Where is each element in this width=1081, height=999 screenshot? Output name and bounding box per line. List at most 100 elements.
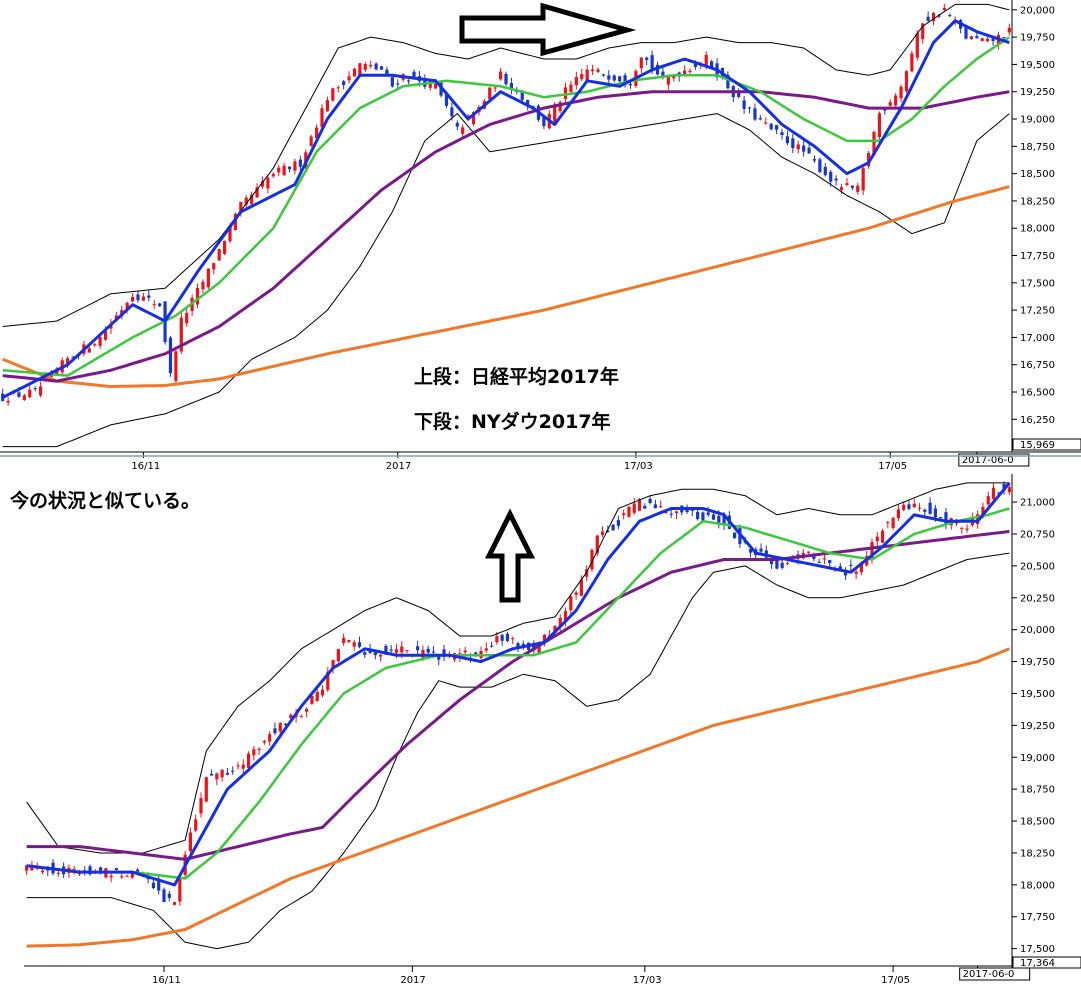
candle-up	[130, 871, 134, 878]
candle-up	[305, 708, 309, 712]
candle-up	[206, 268, 210, 288]
y-tick-label: 18,750	[1020, 785, 1055, 796]
candle-up	[875, 536, 879, 542]
candle-down	[964, 26, 968, 39]
candle-down	[396, 83, 400, 85]
candle-up	[856, 185, 860, 192]
x-tick-label: 16/11	[152, 975, 181, 986]
candle-down	[283, 723, 288, 725]
candle-down	[991, 38, 995, 42]
candle-up	[239, 201, 243, 213]
candle-down	[944, 512, 948, 526]
candle-up	[172, 902, 177, 905]
candle-up	[212, 263, 216, 270]
candle-up	[363, 64, 367, 70]
candle-down	[653, 504, 657, 509]
candle-down	[710, 61, 714, 69]
candle-up	[986, 496, 990, 505]
candle-down	[385, 69, 389, 75]
candle-down	[509, 83, 514, 90]
candle-down	[828, 560, 832, 564]
candle-down	[753, 108, 757, 120]
candle-down	[758, 118, 762, 120]
candle-up	[891, 517, 895, 528]
bollinger-upper-line	[26, 482, 1010, 854]
candle-down	[883, 108, 887, 111]
candle-up	[666, 76, 670, 85]
candle-down	[374, 63, 378, 70]
y-tick-label: 19,250	[1020, 721, 1055, 732]
candle-up	[204, 777, 208, 802]
y-tick-label: 19,500	[1020, 689, 1055, 700]
candle-up	[282, 165, 286, 176]
candle-up	[336, 87, 340, 89]
candle-down	[412, 71, 416, 77]
candle-down	[612, 75, 616, 81]
candle-up	[704, 54, 708, 65]
candle-up	[764, 122, 768, 124]
x-tick-label: 2017-06-0	[962, 455, 1014, 466]
candle-down	[923, 509, 927, 512]
y-tick-label: 16,250	[1020, 415, 1055, 426]
candle-down	[444, 93, 449, 106]
candle-up	[585, 69, 589, 81]
candle-down	[606, 530, 610, 532]
candle-up	[969, 36, 974, 39]
candle-down	[147, 295, 151, 298]
candle-up	[352, 68, 357, 77]
candle-up	[511, 638, 515, 640]
candle-up	[178, 877, 182, 902]
candle-down	[939, 517, 943, 519]
x-tick-label: 17/03	[633, 975, 662, 986]
candle-down	[136, 294, 140, 301]
candle-up	[579, 579, 584, 596]
candle-down	[33, 388, 37, 390]
candle-up	[822, 558, 827, 560]
candle-down	[505, 633, 510, 641]
candle-down	[742, 100, 746, 109]
candle-up	[595, 535, 599, 554]
comment-label: 今の状況と似ている。	[9, 489, 200, 512]
candle-down	[287, 166, 292, 170]
candle-up	[463, 650, 467, 653]
candle-down	[907, 504, 911, 509]
candle-down	[770, 560, 774, 565]
candle-up	[185, 312, 189, 324]
candle-down	[722, 515, 726, 525]
x-tick-label: 2017-06-0	[963, 969, 1015, 980]
candle-up	[347, 640, 351, 642]
candle-up	[639, 57, 643, 69]
candle-down	[685, 508, 689, 512]
candle-up	[854, 571, 858, 574]
candle-down	[526, 99, 530, 107]
candle-up	[931, 12, 936, 22]
candle-up	[921, 23, 925, 39]
candle-up	[574, 592, 578, 595]
candle-up	[125, 302, 129, 310]
candle-up	[942, 8, 946, 11]
candle-up	[277, 167, 281, 173]
up-arrow-icon	[484, 508, 536, 603]
candle-up	[352, 642, 356, 647]
candle-up	[195, 287, 200, 305]
candle-up	[861, 168, 865, 191]
candle-up	[228, 226, 232, 242]
candle-down	[838, 566, 842, 570]
candle-up	[342, 637, 346, 644]
candle-down	[926, 16, 930, 21]
candle-up	[394, 649, 399, 653]
candle-up	[870, 542, 874, 560]
y-tick-label: 17,250	[1020, 306, 1055, 317]
candle-up	[886, 522, 890, 524]
candle-down	[342, 81, 346, 86]
candle-down	[791, 138, 795, 149]
candle-up	[141, 296, 146, 301]
candle-up	[174, 351, 178, 381]
y-tick-label: 20,500	[1020, 561, 1055, 572]
candle-up	[563, 87, 568, 99]
candle-up	[461, 127, 465, 134]
candle-down	[532, 643, 536, 651]
candle-down	[363, 652, 367, 655]
candle-up	[910, 53, 914, 72]
candle-up	[859, 564, 864, 573]
